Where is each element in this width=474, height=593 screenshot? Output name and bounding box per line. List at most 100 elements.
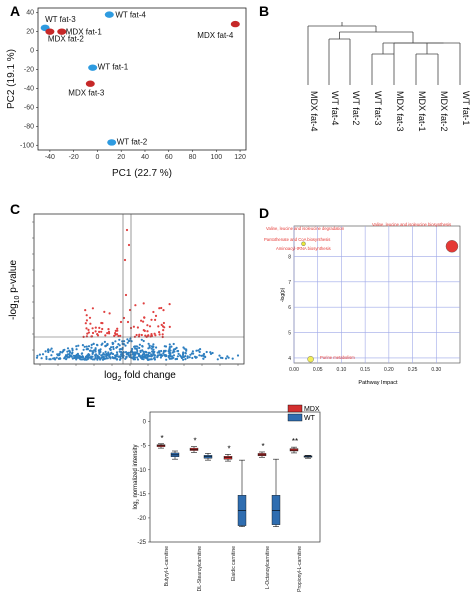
volcano-point xyxy=(107,353,110,356)
volcano-point xyxy=(97,349,100,352)
volcano-point xyxy=(124,351,128,354)
volcano-point xyxy=(132,355,135,358)
pathway-bubble-label: Valine, leucine and isoleucine biosynthe… xyxy=(372,222,451,227)
pca-x-axis-label: PC1 (22.7 %) xyxy=(112,168,172,179)
volcano-point xyxy=(96,333,99,336)
volcano-point xyxy=(151,354,154,357)
volcano-point xyxy=(65,358,68,361)
boxplot-y-tick-label: -15 xyxy=(137,492,146,498)
volcano-point xyxy=(81,344,84,347)
volcano-point xyxy=(92,351,95,354)
volcano-point xyxy=(123,258,127,262)
pca-x-tick-label: 80 xyxy=(189,154,197,161)
pathway-bubble-label: Aminoacyl-tRNA biosynthesis xyxy=(276,246,331,251)
volcano-point xyxy=(54,358,57,361)
volcano-point xyxy=(184,352,187,355)
volcano-point xyxy=(200,354,203,357)
significance-marker: * xyxy=(261,442,264,451)
volcano-point xyxy=(148,344,151,347)
pca-y-tick-label: 40 xyxy=(26,10,34,17)
volcano-point xyxy=(174,347,177,351)
pathway-ticks: 0.00 0.05 0.10 0.15 0.20 0.25 0.30 4 5 6 7 8 xyxy=(288,254,441,373)
volcano-point xyxy=(163,345,166,348)
volcano-point xyxy=(146,324,149,327)
volcano-point xyxy=(104,345,107,348)
volcano-point xyxy=(108,356,111,359)
volcano-point xyxy=(126,338,129,341)
volcano-point xyxy=(197,349,200,352)
volcano-point xyxy=(100,321,103,325)
volcano-point xyxy=(94,330,97,333)
volcano-point xyxy=(66,350,69,353)
volcano-point xyxy=(150,334,153,338)
volcano-point xyxy=(100,330,103,333)
volcano-point xyxy=(96,354,99,357)
volcano-point xyxy=(86,347,89,350)
volcano-point xyxy=(148,325,152,328)
boxplot-box xyxy=(271,495,281,525)
volcano-point xyxy=(143,316,146,319)
pca-point xyxy=(104,11,114,18)
volcano-point xyxy=(66,353,69,356)
volcano-point xyxy=(86,332,89,335)
panel-letter-a: A xyxy=(10,3,20,19)
volcano-point xyxy=(154,318,157,321)
volcano-point xyxy=(168,303,171,306)
volcano-point xyxy=(147,355,150,358)
volcano-point xyxy=(142,339,145,343)
volcano-point xyxy=(85,358,88,361)
volcano-point xyxy=(49,349,52,352)
volcano-point xyxy=(136,349,139,353)
pathway-x-tick-label: 0.30 xyxy=(431,367,441,373)
pathway-bubble xyxy=(445,240,459,253)
volcano-point xyxy=(87,328,90,331)
volcano-point xyxy=(116,327,119,330)
volcano-point xyxy=(119,357,122,360)
volcano-point xyxy=(162,329,165,332)
volcano-point xyxy=(163,350,166,353)
volcano-point xyxy=(140,333,143,337)
volcano-point xyxy=(90,343,93,346)
volcano-point xyxy=(128,355,131,358)
pathway-y-tick-label: 7 xyxy=(288,280,291,286)
volcano-point xyxy=(112,345,115,349)
panel-letter-c: C xyxy=(10,201,20,217)
volcano-point xyxy=(82,348,85,351)
volcano-point xyxy=(162,321,165,325)
volcano-point xyxy=(87,355,90,358)
volcano-x-axis-label: log2 fold change xyxy=(104,370,176,383)
volcano-point xyxy=(159,356,162,359)
dendrogram: MDX fat-4 WT fat-4 WT fat-2 WT fat-3 MDX fat… xyxy=(307,22,471,132)
volcano-point xyxy=(168,348,171,351)
pca-point xyxy=(57,28,67,35)
volcano-point xyxy=(144,355,147,358)
volcano-point xyxy=(62,350,65,353)
volcano-point xyxy=(59,350,62,354)
volcano-point xyxy=(105,352,108,355)
volcano-point xyxy=(120,350,123,354)
volcano-point xyxy=(114,340,117,343)
volcano-point xyxy=(114,332,117,335)
pathway-x-tick-label: 0.20 xyxy=(384,367,394,373)
volcano-point xyxy=(172,349,175,352)
pca-x-tick-label: 60 xyxy=(165,154,173,161)
volcano-point xyxy=(126,341,129,344)
volcano-point xyxy=(158,350,161,353)
volcano-point xyxy=(193,355,197,358)
volcano-point xyxy=(71,357,74,360)
pathway-y-tick-label: 4 xyxy=(288,356,291,362)
volcano-point xyxy=(149,358,152,361)
pca-point xyxy=(45,28,55,35)
volcano-point xyxy=(101,342,104,345)
volcano-point xyxy=(47,350,50,354)
volcano-point xyxy=(75,358,78,361)
pathway-y-tick-label: 6 xyxy=(288,305,291,311)
volcano-point xyxy=(189,353,192,356)
volcano-point xyxy=(56,354,60,357)
volcano-point xyxy=(45,357,48,360)
volcano-point xyxy=(147,353,150,356)
volcano-point xyxy=(191,356,194,360)
volcano-point xyxy=(176,355,179,358)
boxplot-boxes: * ** *** xyxy=(156,434,313,527)
volcano-point xyxy=(158,331,161,334)
